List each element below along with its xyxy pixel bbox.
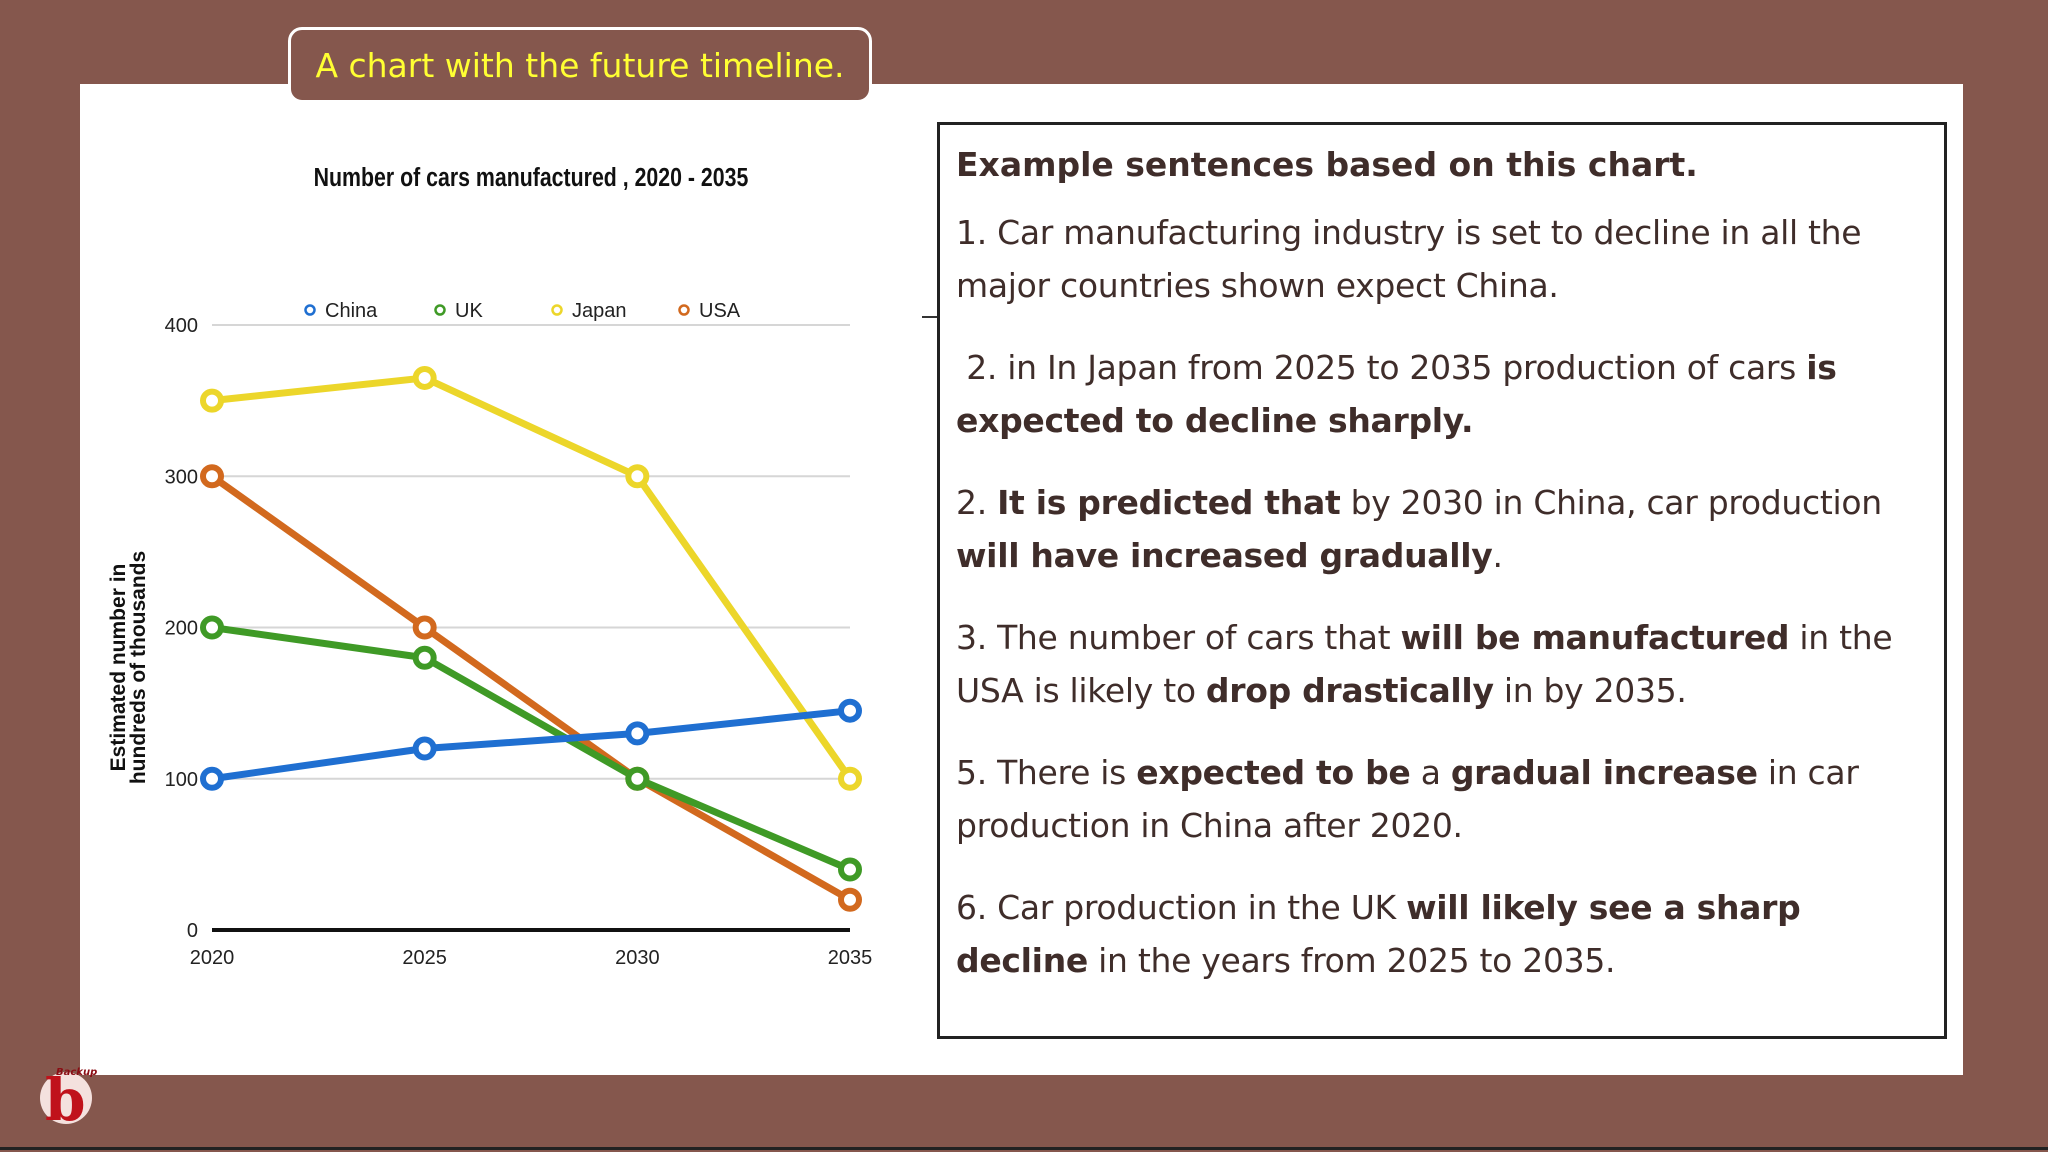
example-sentence: 5. There is expected to be a gradual inc… [956,747,1928,852]
slide-title-text: A chart with the future timeline. [315,45,845,85]
logo-icon: b Backup [40,1066,97,1134]
sentence-text-run: in the years from 2025 to 2035. [1087,940,1616,980]
sentence-bold-run: will have increased gradually [956,535,1493,575]
sentence-text-run: 1. Car manufacturing industry is set to … [956,213,1872,305]
sentence-text-run: in car production in China after 2020. [956,753,1869,845]
legend-label: China [325,300,378,322]
x-tick-label: 2025 [402,947,447,969]
series-line-japan [211,374,853,781]
series-line-china [211,707,851,783]
sentence-text-run: 5. There is [956,753,1137,792]
series-line-usa [209,473,852,903]
sentence-text-run: by 2030 in China, car production [1340,483,1893,522]
x-tick-label: 2020 [190,947,235,969]
y-tick-label: 400 [165,315,198,337]
sentence-text-run: 3. The number of cars that [956,618,1401,657]
sentence-bold-run: drop drastically [1205,670,1494,710]
y-tick-label: 100 [165,769,198,791]
sentence-bold-run: gradual increase [1450,753,1758,792]
legend-marker [434,304,446,316]
data-point [838,857,862,882]
x-tick-label: 2035 [828,947,873,969]
logo-letter: b [45,1066,86,1130]
data-point [412,736,437,761]
legend-label: Japan [572,300,627,322]
series-line-uk [211,624,852,873]
brand-logo: b Backup [36,1058,108,1134]
sentence-text-run: a [1410,753,1451,792]
data-point [838,887,862,912]
sentence-text-run: 6. Car production in the UK [956,888,1407,927]
legend-marker [304,304,316,316]
example-sentence: 3. The number of cars that will be manuf… [956,612,1928,717]
data-point [838,698,862,723]
sentence-text-run: 2. in In Japan from 2025 to 2035 product… [956,348,1807,387]
y-axis-label: Estimated number in [107,564,130,772]
legend-label: UK [455,300,483,322]
chart-title: Number of cars manufactured , 2020 - 203… [314,163,749,193]
y-tick-label: 0 [187,920,198,942]
data-point [412,645,437,670]
data-point [200,766,224,791]
line-chart: Number of cars manufactured , 2020 - 203… [100,120,890,1080]
bottom-rule [0,1147,2048,1150]
sentence-bold-run: is expected to decline sharply. [956,348,1848,440]
slide-title-tab: A chart with the future timeline. [288,27,872,103]
example-sentence: 2. It is predicted that by 2030 in China… [956,477,1928,582]
x-tick-label: 2030 [615,947,660,969]
data-point [412,615,437,640]
connector-tick [922,316,937,318]
example-sentence: 2. in In Japan from 2025 to 2035 product… [956,342,1928,447]
data-point [625,464,650,489]
sentence-bold-run: will likely see a sharp decline [956,888,1812,980]
legend-marker [678,304,690,316]
example-sentence: 6. Car production in the UK will likely … [956,882,1928,987]
example-sentence: 1. Car manufacturing industry is set to … [956,207,1928,312]
sentence-text-run: 2. [956,483,998,522]
sentence-text-run: in by 2035. [1493,670,1687,710]
sentence-bold-run: will be manufactured [1400,618,1790,657]
data-point [625,766,650,791]
sentence-text-run: . [1492,535,1503,575]
data-point [200,464,224,489]
chart-canvas: Number of cars manufactured , 2020 - 203… [107,163,873,969]
y-axis-label: hundreds of thousands [127,551,150,784]
logo-wordmark: Backup [56,1067,97,1078]
example-sentences-box: Example sentences based on this chart. 1… [937,122,1947,1039]
sentence-text-run: in the USA is likely to [956,618,1903,710]
y-tick-label: 200 [165,618,198,640]
legend-label: USA [699,300,741,322]
data-point [838,766,862,791]
sentences-list: 1. Car manufacturing industry is set to … [956,207,1928,987]
sentence-bold-run: expected to be [1136,753,1411,792]
sentence-bold-run: It is predicted that [997,483,1341,522]
data-point [200,388,224,413]
data-point [412,365,437,390]
sentences-heading: Example sentences based on this chart. [956,145,1698,184]
legend-marker [551,304,563,316]
data-point [625,721,650,746]
data-point [200,615,224,640]
y-tick-label: 300 [165,466,198,488]
